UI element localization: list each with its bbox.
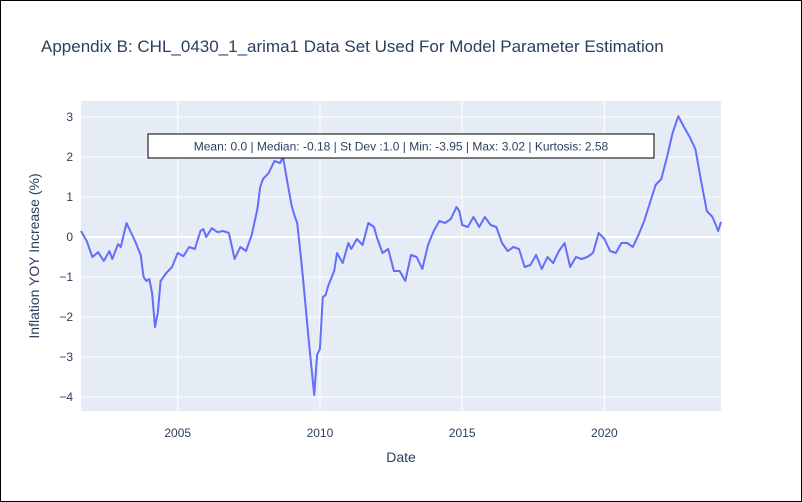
stats-annotation-text: Mean: 0.0 | Median: -0.18 | St Dev :1.0 … bbox=[194, 140, 609, 154]
x-tick-label: 2010 bbox=[307, 426, 334, 440]
x-tick-label: 2015 bbox=[449, 426, 476, 440]
y-tick-label: 2 bbox=[66, 150, 73, 164]
y-tick-label: 0 bbox=[66, 230, 73, 244]
y-tick-label: 3 bbox=[66, 110, 73, 124]
stats-annotation-box bbox=[147, 133, 655, 159]
y-tick-label: −1 bbox=[59, 270, 73, 284]
x-axis-title: Date bbox=[386, 449, 416, 465]
y-tick-label: 1 bbox=[66, 190, 73, 204]
chart-title: Appendix B: CHL_0430_1_arima1 Data Set U… bbox=[41, 37, 664, 56]
y-axis-title: Inflation YOY Increase (%) bbox=[26, 173, 42, 338]
y-axis-ticks: 3 2 1 0 −1 −2 −3 −4 bbox=[59, 110, 73, 404]
x-axis-ticks: 2005 2010 2015 2020 bbox=[164, 426, 618, 440]
x-tick-label: 2005 bbox=[164, 426, 191, 440]
y-tick-label: −3 bbox=[59, 350, 73, 364]
y-tick-label: −2 bbox=[59, 310, 73, 324]
series-line bbox=[80, 115, 722, 396]
y-tick-label: −4 bbox=[59, 390, 73, 404]
x-tick-label: 2020 bbox=[591, 426, 618, 440]
stats-annotation: Mean: 0.0 | Median: -0.18 | St Dev :1.0 … bbox=[147, 133, 655, 159]
